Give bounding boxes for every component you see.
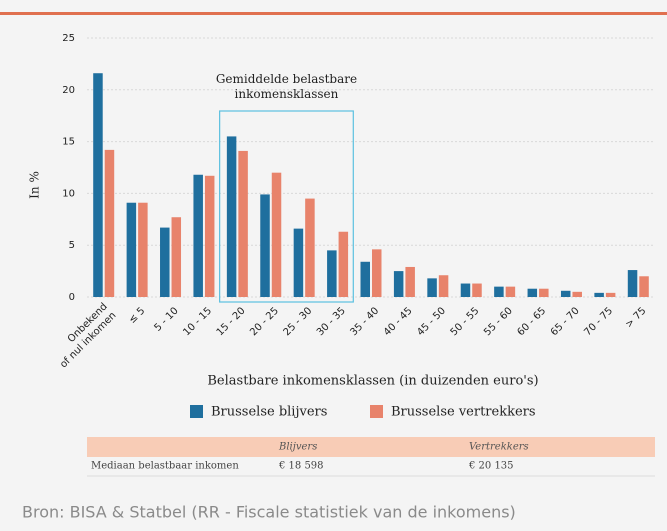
x-tick-label: 20 - 25 <box>248 305 281 338</box>
bar <box>104 149 115 297</box>
bar <box>260 194 270 297</box>
x-axis-label: Belastbare inkomensklassen (in duizenden… <box>207 374 538 389</box>
x-tick-label: 30 - 35 <box>315 305 348 338</box>
x-tick-label: 10 - 15 <box>181 305 214 338</box>
bar <box>338 231 349 297</box>
legend-label: Brusselse vertrekkers <box>391 405 536 420</box>
source: Bron: BISA & Statbel (RR - Fiscale stati… <box>22 503 516 522</box>
x-tick-label: 5 - 10 <box>152 305 180 333</box>
y-tick-label: 10 <box>62 188 75 199</box>
table-cell: € 18 598 <box>278 461 324 472</box>
x-tick-label: 60 - 65 <box>515 305 548 338</box>
bar <box>539 288 549 297</box>
highlight-box <box>219 110 354 303</box>
bar <box>138 202 148 297</box>
bar <box>639 276 649 297</box>
x-tick-label: > 75 <box>624 305 649 330</box>
bar <box>171 217 182 297</box>
bar <box>594 292 604 297</box>
x-tick-label: 15 - 20 <box>215 305 248 338</box>
x-tick-label: 70 - 75 <box>582 305 615 338</box>
bar <box>572 291 582 297</box>
y-axis-label: In % <box>28 171 42 199</box>
table-header-cell: Blijvers <box>278 442 317 453</box>
bar <box>293 228 304 297</box>
bar <box>393 271 404 297</box>
bar <box>605 292 616 297</box>
x-tick-label: Onbekendof nul inkomen <box>49 301 118 370</box>
bar <box>271 172 282 297</box>
bar <box>360 261 370 297</box>
legend-swatch <box>370 405 383 418</box>
x-tick-label: 45 - 50 <box>415 305 448 338</box>
bar <box>372 249 382 297</box>
bar <box>93 73 103 297</box>
bar <box>560 290 571 297</box>
x-tick-label: 35 - 40 <box>348 305 381 338</box>
bar <box>505 286 516 297</box>
annotation: Gemiddelde belastbare inkomensklassen <box>216 72 357 101</box>
bar <box>427 278 437 297</box>
bar <box>226 136 237 297</box>
bar <box>494 286 504 297</box>
y-tick-label: 15 <box>62 137 75 148</box>
top-rule <box>0 12 667 15</box>
x-tick-label: ≤ 5 <box>127 305 147 325</box>
legend-label: Brusselse blijvers <box>211 405 327 420</box>
bar <box>204 175 215 297</box>
bar <box>305 198 315 297</box>
x-tick-label: 40 - 45 <box>382 305 415 338</box>
bar <box>472 283 482 297</box>
x-tick-label: 25 - 30 <box>282 305 315 338</box>
table-header-cell: Vertrekkers <box>469 442 529 453</box>
y-tick-label: 25 <box>62 33 75 44</box>
bar <box>527 288 538 297</box>
x-tick-label: 55 - 60 <box>482 305 515 338</box>
bar <box>160 227 170 297</box>
bar <box>438 275 449 297</box>
x-tick-label: 65 - 70 <box>549 305 582 338</box>
bar <box>126 202 137 297</box>
y-tick-label: 0 <box>69 292 75 303</box>
bar <box>327 250 337 297</box>
table-header <box>87 437 655 457</box>
bar <box>627 270 638 297</box>
bar <box>460 283 471 297</box>
legend-swatch <box>190 405 203 418</box>
bar <box>405 266 415 297</box>
y-tick-label: 20 <box>62 85 75 96</box>
bar <box>193 174 203 297</box>
table-cell: € 20 135 <box>468 461 514 472</box>
x-tick-label: 50 - 55 <box>449 305 482 338</box>
y-tick-label: 5 <box>69 240 75 251</box>
table-cell: Mediaan belastbaar inkomen <box>91 461 239 472</box>
bar <box>238 150 248 297</box>
